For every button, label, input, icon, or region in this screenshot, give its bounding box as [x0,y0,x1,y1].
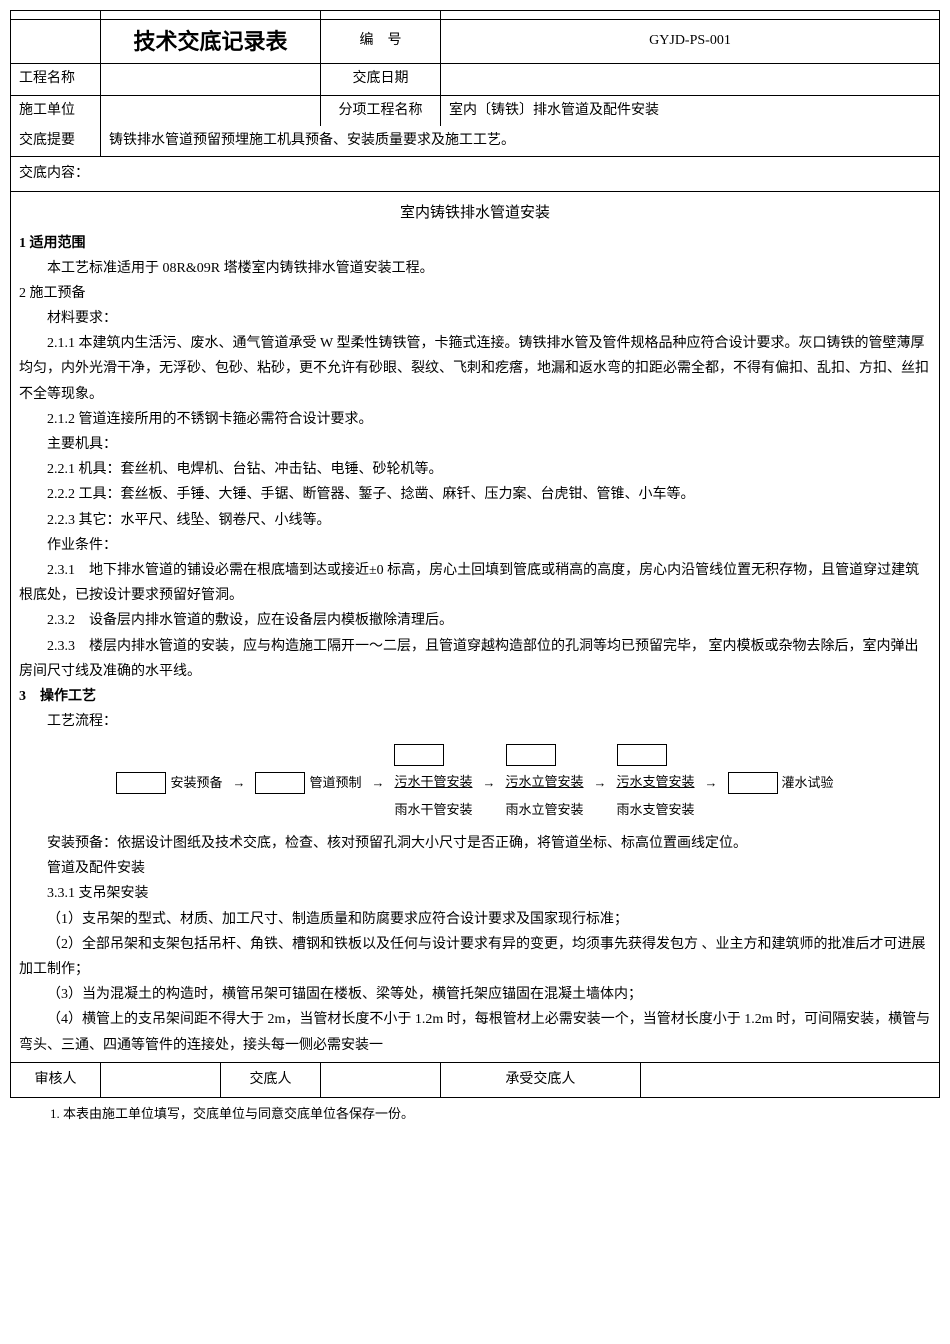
arrow-icon: → [594,771,607,794]
discloser-label: 交底人 [221,1062,321,1097]
blank-cell [441,11,940,20]
flow-bot-2-label: 雨水立管安装 [506,798,584,821]
main-content: 室内铸铁排水管道安装 1 适用范围 本工艺标准适用于 08R&09R 塔楼室内铸… [11,191,940,1062]
date-label: 交底日期 [321,64,441,95]
subproject-value: 室内〔铸铁〕排水管道及配件安装 [441,95,940,126]
project-name-value [101,64,321,95]
blank-cell [11,11,101,20]
section-3-3-1-1: （1）支吊架的型式、材质、加工尺寸、制造质量和防腐要求应符合设计要求及国家现行标… [19,907,931,932]
org-label: 施工单位 [11,95,101,126]
doc-title: 技术交底记录表 [101,20,321,64]
section-3-3-1: 3.3.1 支吊架安装 [19,881,931,906]
flow-top-2-label: 污水立管安装 [506,770,584,793]
blank-cell [321,11,441,20]
code-value: GYJD-PS-001 [441,20,940,64]
tool-label: 主要机具： [19,432,931,457]
flow-label: 工艺流程： [19,709,931,734]
section-1-title: 1 适用范围 [19,231,931,256]
reviewer-label: 审核人 [11,1062,101,1097]
reviewer-value[interactable] [101,1062,221,1097]
subproject-label: 分项工程名称 [321,95,441,126]
section-2-3-3: 2.3.3 楼层内排水管道的安装，应与构造施工隔开一～二层，且管道穿越构造部位的… [19,634,931,684]
cond-label: 作业条件： [19,533,931,558]
section-2-3-2: 2.3.2 设备层内排水管道的敷设，应在设备层内模板撤除清理后。 [19,608,931,633]
material-label: 材料要求： [19,306,931,331]
flow-top-3-label: 污水支管安装 [617,770,695,793]
section-3-title: 3 操作工艺 [19,684,931,709]
section-2-title: 2 施工预备 [19,281,931,306]
doc-heading: 室内铸铁排水管道安装 [19,196,931,231]
flow-bot-3-label: 雨水支管安装 [617,798,695,821]
flow-step-1-label: 安装预备 [170,771,222,794]
flow-last-label: 灌水试验 [782,771,834,794]
summary-label: 交底提要 [11,126,101,157]
flow-top-3 [617,744,667,766]
section-2-3-1: 2.3.1 地下排水管道的铺设必需在根底墙到达或接近±0 标高，房心土回填到管底… [19,558,931,608]
project-name-label: 工程名称 [11,64,101,95]
section-2-2-3: 2.2.3 其它：水平尺、线坠、钢卷尺、小线等。 [19,508,931,533]
document-table: 技术交底记录表 编 号 GYJD-PS-001 工程名称 交底日期 施工单位 分… [10,10,940,1098]
flow-last [728,772,778,794]
flow-step-2-label: 管道预制 [309,771,361,794]
summary-value: 铸铁排水管道预留预埋施工机具预备、安装质量要求及施工工艺。 [101,126,940,157]
arrow-icon: → [483,771,496,794]
receiver-label: 承受交底人 [441,1063,640,1097]
flow-bot-1-label: 雨水干管安装 [394,798,472,821]
flow-step-2 [255,772,305,794]
pipe-label: 管道及配件安装 [19,856,931,881]
section-2-1-2: 2.1.2 管道连接所用的不锈钢卡箍必需符合设计要求。 [19,407,931,432]
section-3-3-1-3: （3）当为混凝土的构造时，横管吊架可锚固在楼板、梁等处，横管托架应锚固在混凝土墙… [19,982,931,1007]
arrow-icon: → [705,771,718,794]
org-value [101,95,321,126]
flow-top-2 [506,744,556,766]
blank-cell [101,11,321,20]
section-3-prep: 安装预备：依据设计图纸及技术交底，检查、核对预留孔洞大小尺寸是否正确，将管道坐标… [19,831,931,856]
footer-note: 1. 本表由施工单位填写，交底单位与同意交底单位各保存一份。 [10,1098,940,1131]
discloser-value[interactable] [321,1062,441,1097]
flow-top-1 [394,744,444,766]
section-3-3-1-4: （4）横管上的支吊架间距不得大于 2m，当管材长度不小于 1.2m 时，每根管材… [19,1007,931,1057]
section-3-3-1-2: （2）全部吊架和支架包括吊杆、角铁、槽钢和铁板以及任何与设计要求有异的变更，均须… [19,932,931,982]
blank-cell [11,20,101,64]
receiver-value[interactable] [640,1063,939,1097]
content-label: 交底内容： [11,157,940,191]
code-label: 编 号 [321,20,441,64]
arrow-icon: → [371,771,384,794]
flow-top-1-label: 污水干管安装 [394,770,472,793]
date-value [441,64,940,95]
flow-step-1 [116,772,166,794]
section-1-text: 本工艺标准适用于 08R&09R 塔楼室内铸铁排水管道安装工程。 [19,256,931,281]
section-2-2-2: 2.2.2 工具：套丝板、手锤、大锤、手锯、断管器、錾子、捻凿、麻钎、压力案、台… [19,482,931,507]
flowchart: 安装预备 → 管道预制 → 污水干管安装 雨水干管安装 [19,744,931,821]
arrow-icon: → [232,771,245,794]
section-2-2-1: 2.2.1 机具：套丝机、电焊机、台钻、冲击钻、电锤、砂轮机等。 [19,457,931,482]
section-2-1-1: 2.1.1 本建筑内生活污、废水、通气管道承受 W 型柔性铸铁管，卡箍式连接。铸… [19,331,931,407]
